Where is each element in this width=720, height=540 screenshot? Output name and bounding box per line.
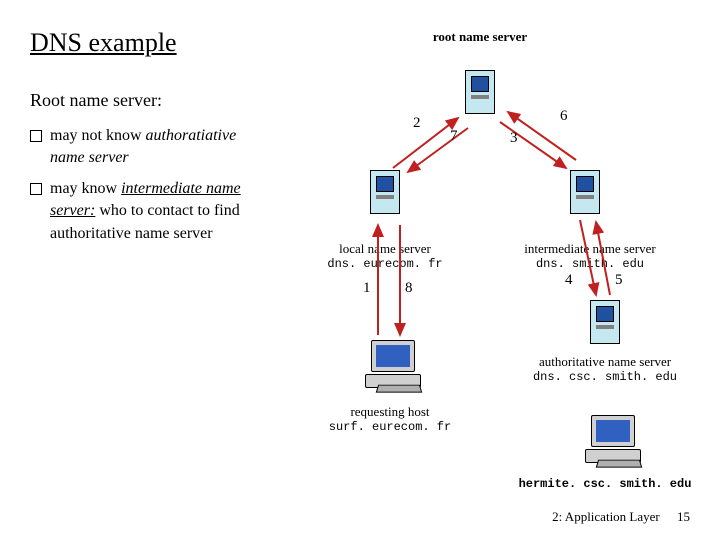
auth-label: authoritative name server bbox=[500, 355, 710, 369]
computer-icon bbox=[365, 340, 421, 390]
edge-num: 1 bbox=[363, 280, 371, 297]
footer-chapter: 2: Application Layer bbox=[552, 509, 660, 524]
root-label: root name server bbox=[400, 30, 560, 44]
local-label: local name server bbox=[300, 242, 470, 256]
edge-num: 7 bbox=[450, 128, 458, 145]
bullet-text-pre: may not know bbox=[50, 127, 146, 144]
server-icon bbox=[465, 70, 495, 114]
local-host: dns. eurecom. fr bbox=[300, 258, 470, 271]
inter-label: intermediate name server bbox=[495, 242, 685, 256]
list-item: may not know authoratiative name server bbox=[30, 125, 260, 170]
page-title: DNS example bbox=[30, 28, 177, 58]
computer-icon bbox=[585, 415, 641, 465]
server-icon bbox=[370, 170, 400, 214]
subtitle: Root name server: bbox=[30, 90, 162, 111]
list-item: may know intermediate name server: who t… bbox=[30, 178, 260, 245]
edge-num: 2 bbox=[413, 115, 421, 132]
edge-num: 4 bbox=[565, 272, 573, 289]
server-icon bbox=[590, 300, 620, 344]
bullet-text-pre: may know bbox=[50, 180, 121, 197]
server-icon bbox=[570, 170, 600, 214]
bullet-icon bbox=[30, 130, 42, 142]
edge-num: 3 bbox=[510, 130, 518, 147]
bullet-list: may not know authoratiative name server … bbox=[30, 125, 260, 253]
auth-host: dns. csc. smith. edu bbox=[500, 371, 710, 384]
footer: 2: Application Layer 15 bbox=[552, 509, 690, 525]
edge-num: 6 bbox=[560, 108, 568, 125]
target-host: hermite. csc. smith. edu bbox=[500, 478, 710, 491]
edge-num: 5 bbox=[615, 272, 623, 289]
req-label: requesting host bbox=[300, 405, 480, 419]
bullet-icon bbox=[30, 183, 42, 195]
req-host: surf. eurecom. fr bbox=[300, 421, 480, 434]
edge-num: 8 bbox=[405, 280, 413, 297]
footer-page: 15 bbox=[677, 509, 690, 524]
inter-host: dns. smith. edu bbox=[495, 258, 685, 271]
